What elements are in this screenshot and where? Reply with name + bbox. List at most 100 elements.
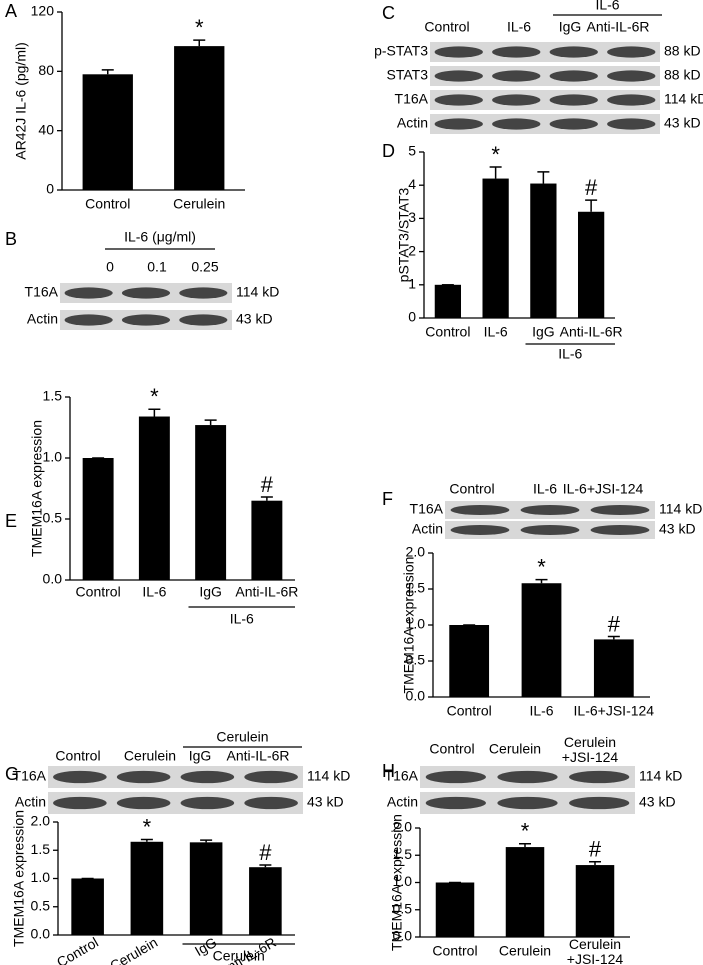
y-tick-label: 2.0 [31,813,51,829]
x-tick-label: Anti-IL-6R [560,324,623,340]
blot-band [450,524,510,536]
panel-letter: C [382,3,395,23]
row-label: Actin [412,521,443,537]
error-bar [535,578,548,584]
blot-band [549,70,598,82]
blot-band [450,504,510,516]
y-tick-label: 4 [408,176,416,192]
size-label: 43 kD [307,794,344,810]
error-bar [607,635,620,640]
bar [530,183,557,318]
bar [71,878,104,935]
y-tick-label: 1.0 [393,873,413,889]
y-axis-label: AR42J IL-6 (pg/ml) [13,42,29,159]
y-tick-label: 0 [408,309,416,325]
lane-label: Anti-IL-6R [226,748,289,764]
lane-label: 0 [106,259,114,275]
size-label: 43 kD [659,521,696,537]
bar [130,841,164,935]
blot-strip [48,766,303,788]
panel-letter: D [382,141,395,161]
error-bar [537,171,550,184]
blot-band [179,314,228,326]
blot-band [180,770,235,784]
significance-marker: # [585,175,598,200]
x-tick-label: Cerulein [499,943,551,959]
blot-strip [430,66,660,86]
row-label: Actin [27,311,58,327]
lane-label: IgG [559,19,582,35]
blot-band [180,796,235,810]
size-label: 114 kD [639,768,682,784]
error-bar [259,864,272,868]
bar [593,639,634,697]
blot-band [590,524,650,536]
size-label: 88 kD [664,67,701,83]
panel-letter: E [5,511,17,531]
significance-marker: * [143,814,152,839]
lane-label: IL-6+JSI-124 [563,481,644,497]
size-label: 88 kD [664,43,701,59]
y-tick-label: 0.0 [43,571,63,587]
blot-band [549,118,598,130]
y-tick-label: 40 [38,121,54,137]
x-tick-label: Control [432,943,477,959]
blot-band [607,70,656,82]
bar [435,882,475,937]
lane-label: 0.1 [147,259,167,275]
blot-band [520,524,580,536]
group-label: IL-6 [595,0,619,13]
lane-label: Cerulein +JSI-124 [562,734,619,765]
blot-band [569,796,630,810]
error-bar [193,39,206,47]
significance-marker: # [608,611,621,636]
x-tick-label: IgG [532,324,555,340]
y-tick-label: 2.0 [393,819,413,835]
bar [482,178,509,318]
size-label: 114 kD [236,284,279,300]
size-label: 43 kD [236,311,273,327]
blot-band [121,287,171,299]
group-label: Cerulein [213,948,265,964]
blot-band [492,94,541,106]
blot-strip [430,42,660,62]
blot-band [116,770,171,784]
blot-band [497,770,558,784]
blot-band [434,70,483,82]
blot-band [434,46,483,58]
y-tick-label: 120 [31,3,55,19]
row-label: Actin [387,794,418,810]
error-bar [589,861,601,866]
lane-label: Control [55,748,100,764]
y-axis-label: TMEM16A expression [11,810,27,947]
error-bar [585,199,598,212]
blot-band [492,46,541,58]
lane-label: Cerulein [489,741,541,757]
blot-band [64,314,113,326]
x-tick-label: IgG [199,584,222,600]
blot-band [492,70,541,82]
significance-marker: * [150,384,159,409]
y-tick-label: 0.0 [393,928,413,944]
row-label: T16A [410,501,444,517]
bar [174,46,225,190]
bar [251,500,283,580]
size-label: 114 kD [664,91,703,107]
y-tick-label: 1.5 [43,388,63,404]
lane-label: Control [449,481,494,497]
y-axis-label: TMEM16A expression [29,420,45,557]
error-bar [200,839,213,843]
x-tick-label: IL-6 [142,584,166,600]
blot-strip [430,114,660,134]
y-tick-label: 2 [408,242,416,258]
y-tick-label: 0.5 [43,510,63,526]
y-tick-label: 2.0 [406,544,426,560]
x-tick-label: Anti-IL-6R [235,584,298,600]
bar [249,867,282,935]
blot-band [607,118,656,130]
blot-band [549,94,598,106]
y-tick-label: 1.5 [406,580,426,596]
blot-band [425,796,486,810]
bar [575,865,615,937]
x-tick-label: IL-6 [484,324,508,340]
